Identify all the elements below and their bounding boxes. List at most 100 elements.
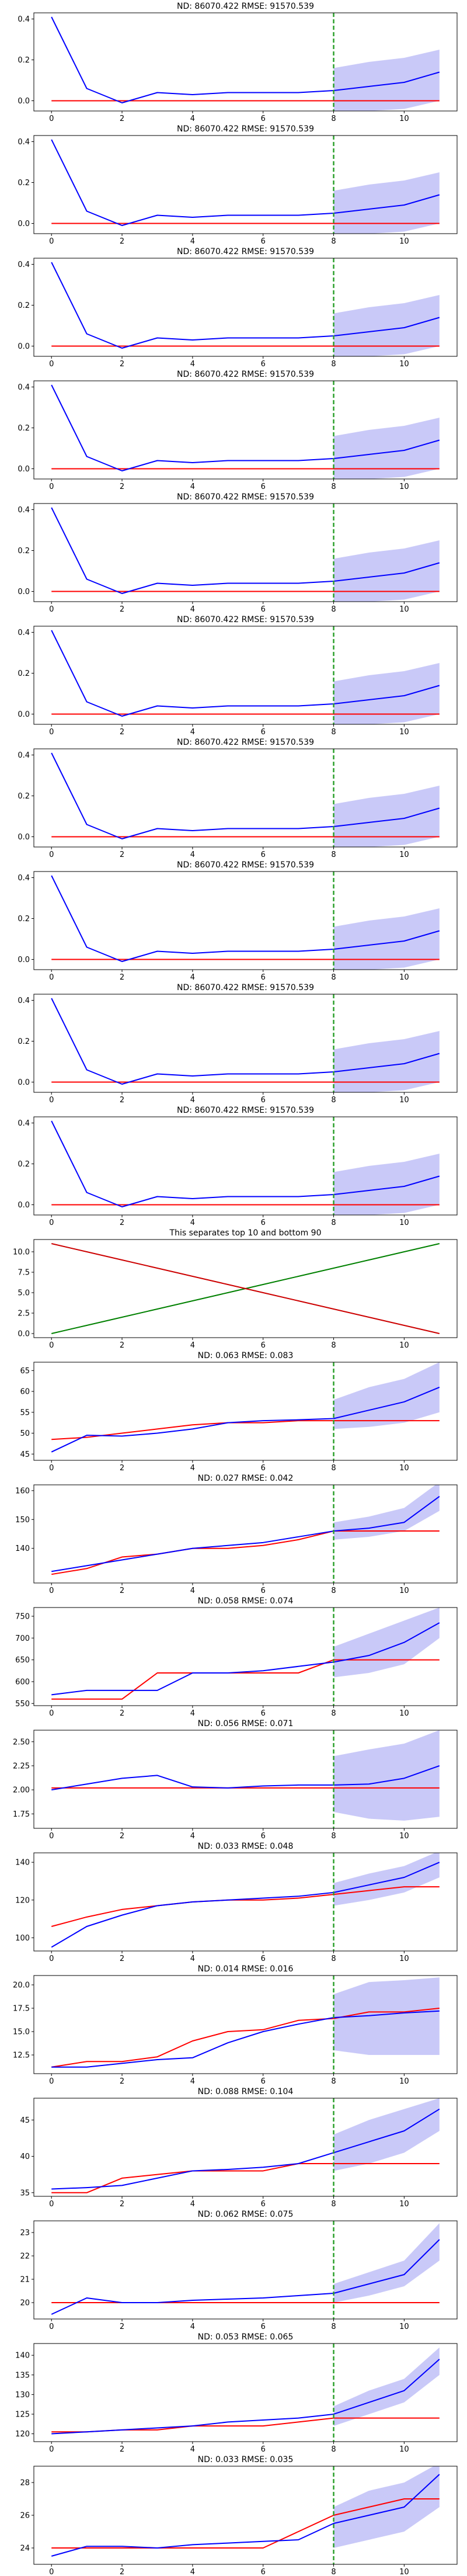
chart-panel: ND: 86070.422 RMSE: 91570.539 0 2 4 6 8 10 0.0 0… <box>0 245 467 368</box>
x-tick-label: 8 <box>331 1341 336 1349</box>
y-tick-label: 20 <box>20 2299 30 2308</box>
actual-line <box>51 1420 440 1440</box>
x-tick-label: 6 <box>261 2077 266 2085</box>
chart-title: ND: 0.027 RMSE: 0.042 <box>198 1474 294 1483</box>
chart-svg: ND: 86070.422 RMSE: 91570.539 0 2 4 6 8 10 0.0 0… <box>18 860 458 981</box>
x-tick-label: 0 <box>49 360 54 368</box>
y-tick-label: 0.2 <box>18 1037 30 1046</box>
y-tick-label: 0.2 <box>18 1160 30 1169</box>
x-tick-label: 4 <box>190 1709 195 1717</box>
x-tick-label: 6 <box>261 605 266 613</box>
x-tick-label: 6 <box>261 1341 266 1349</box>
chart-panel: This separates top 10 and bottom 90 0 2 4 6 8… <box>0 1227 467 1349</box>
x-tick-label: 4 <box>190 360 195 368</box>
x-tick-label: 4 <box>190 1096 195 1104</box>
prediction-line <box>51 2108 440 2190</box>
x-tick-label: 8 <box>331 2200 336 2208</box>
prediction-line <box>51 752 440 839</box>
chart-svg: ND: 0.014 RMSE: 0.016 0 2 4 6 8 10 12.5 15.0 17.5… <box>13 1964 458 2085</box>
x-tick-label: 0 <box>49 1341 54 1349</box>
y-tick-label: 0.0 <box>18 1078 30 1087</box>
y-tick-label: 750 <box>15 1612 30 1621</box>
prediction-line <box>51 1622 440 1696</box>
y-tick-label: 100 <box>15 1934 30 1943</box>
chart-svg: ND: 0.027 RMSE: 0.042 0 2 4 6 8 10 140 150 160 <box>15 1474 458 1595</box>
confidence-band <box>333 908 440 970</box>
y-tick-label: 140 <box>15 1544 30 1553</box>
chart-panel: ND: 86070.422 RMSE: 91570.539 0 2 4 6 8 10 0.0 0… <box>0 368 467 491</box>
y-tick-label: 20.0 <box>13 1981 30 1990</box>
confidence-band <box>333 2098 440 2171</box>
chart-title: ND: 0.056 RMSE: 0.071 <box>198 1719 294 1728</box>
chart-title: ND: 0.063 RMSE: 0.083 <box>198 1351 294 1360</box>
x-tick-label: 10 <box>399 2322 409 2331</box>
chart-panel: ND: 86070.422 RMSE: 91570.539 0 2 4 6 8 10 0.0 0… <box>0 981 467 1104</box>
y-tick-label: 650 <box>15 1656 30 1665</box>
y-tick-label: 0.4 <box>18 15 30 24</box>
confidence-band <box>333 2466 440 2548</box>
x-tick-label: 10 <box>399 1709 409 1717</box>
confidence-band <box>333 786 440 847</box>
y-tick-label: 130 <box>15 2391 30 2400</box>
x-tick-label: 6 <box>261 1218 266 1227</box>
x-tick-label: 0 <box>49 850 54 859</box>
x-tick-label: 10 <box>399 1954 409 1963</box>
y-tick-label: 0.2 <box>18 669 30 678</box>
y-tick-label: 700 <box>15 1634 30 1643</box>
x-tick-label: 2 <box>120 482 124 491</box>
x-tick-label: 6 <box>261 1832 266 1840</box>
chart-title: This separates top 10 and bottom 90 <box>169 1228 322 1238</box>
y-tick-label: 0.0 <box>18 342 30 351</box>
x-tick-label: 0 <box>49 2077 54 2085</box>
x-tick-label: 6 <box>261 114 266 123</box>
y-tick-label: 0.0 <box>18 1330 30 1339</box>
actual-line <box>51 2163 440 2193</box>
axes-frame <box>33 748 458 848</box>
chart-svg: ND: 86070.422 RMSE: 91570.539 0 2 4 6 8 10 0.0 0… <box>18 492 458 613</box>
chart-title: ND: 86070.422 RMSE: 91570.539 <box>177 1106 314 1115</box>
y-tick-label: 12.5 <box>13 2051 30 2060</box>
prediction-line <box>51 1765 440 1791</box>
x-tick-label: 2 <box>120 2077 124 2085</box>
x-tick-label: 2 <box>120 2568 124 2576</box>
x-tick-label: 10 <box>399 2077 409 2085</box>
confidence-band <box>333 663 440 724</box>
x-tick-label: 6 <box>261 360 266 368</box>
chart-svg: ND: 86070.422 RMSE: 91570.539 0 2 4 6 8 10 0.0 0… <box>18 124 458 245</box>
axes-frame <box>33 1975 458 2074</box>
chart-svg: ND: 86070.422 RMSE: 91570.539 0 2 4 6 8 10 0.0 0… <box>18 1106 458 1227</box>
y-tick-label: 120 <box>15 1896 30 1905</box>
y-tick-label: 5.0 <box>18 1289 30 1298</box>
chart-title: ND: 86070.422 RMSE: 91570.539 <box>177 738 314 747</box>
x-tick-label: 4 <box>190 1464 195 1472</box>
chart-title: ND: 0.014 RMSE: 0.016 <box>198 1964 294 1974</box>
chart-title: ND: 0.053 RMSE: 0.065 <box>198 2332 294 2342</box>
chart-svg: This separates top 10 and bottom 90 0 2 4 6 8… <box>13 1228 458 1349</box>
x-tick-label: 4 <box>190 728 195 736</box>
y-tick-label: 65 <box>20 1367 30 1376</box>
prediction-line <box>51 384 440 471</box>
prediction-line <box>51 630 440 717</box>
chart-panel: ND: 86070.422 RMSE: 91570.539 0 2 4 6 8 10 0.0 0… <box>0 859 467 981</box>
y-tick-label: 0.2 <box>18 56 30 65</box>
x-tick-label: 8 <box>331 2445 336 2453</box>
chart-panel: ND: 86070.422 RMSE: 91570.539 0 2 4 6 8 10 0.0 0… <box>0 1104 467 1227</box>
x-tick-label: 10 <box>399 2568 409 2576</box>
x-tick-label: 8 <box>331 2322 336 2331</box>
prediction-line <box>51 139 440 226</box>
x-tick-label: 8 <box>331 728 336 736</box>
y-tick-label: 0.4 <box>18 997 30 1005</box>
confidence-band <box>333 1730 440 1821</box>
y-tick-label: 0.0 <box>18 588 30 596</box>
x-tick-label: 10 <box>399 973 409 981</box>
y-tick-label: 15.0 <box>13 2028 30 2037</box>
chart-panel: ND: 86070.422 RMSE: 91570.539 0 2 4 6 8 10 0.0 0… <box>0 613 467 736</box>
x-tick-label: 10 <box>399 728 409 736</box>
y-tick-label: 125 <box>15 2410 30 2419</box>
y-tick-label: 10.0 <box>13 1248 30 1257</box>
x-tick-label: 8 <box>331 1096 336 1104</box>
x-tick-label: 0 <box>49 2568 54 2576</box>
axes-frame <box>33 1362 458 1461</box>
x-tick-label: 6 <box>261 2200 266 2208</box>
